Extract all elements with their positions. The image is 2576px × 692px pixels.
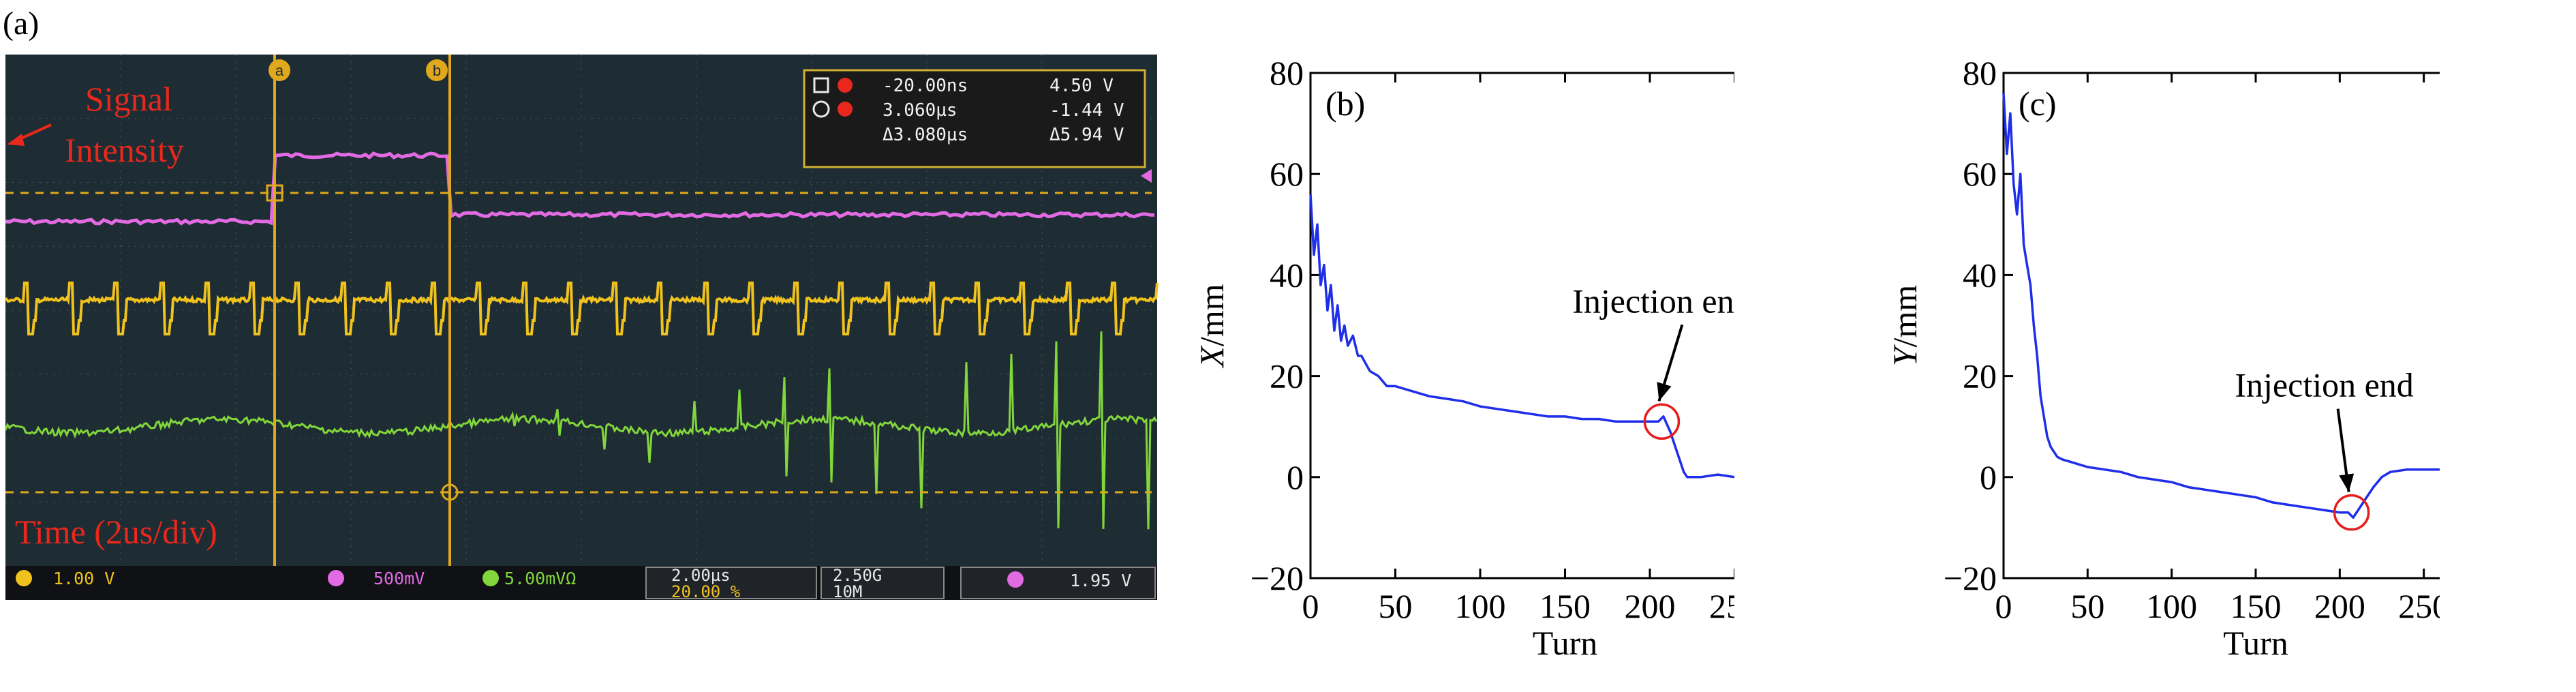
- ch2-level-marker: [1141, 169, 1152, 183]
- x-axis-label: Turn: [1533, 624, 1597, 662]
- cursor-a-marker: [266, 184, 283, 202]
- cursor-a-handle-label: a: [275, 62, 284, 79]
- ch1-scale: 1.00 V: [53, 569, 114, 588]
- x-tick-label: 50: [1379, 587, 1413, 625]
- yellow-trace: [4, 282, 1159, 335]
- y-tick-label: −20: [1944, 559, 1997, 597]
- y-tick-label: 0: [1980, 458, 1997, 496]
- cursor-b-marker: [441, 483, 459, 501]
- x-tick-label: 250: [1709, 587, 1734, 625]
- readout-row3-volt: Δ5.94 V: [1049, 125, 1124, 145]
- y-tick-label: 80: [1963, 54, 1997, 92]
- acquisition-box[interactable]: [821, 567, 945, 599]
- injection-end-marker: [1643, 403, 1681, 440]
- y-axis-label: Y/mm: [1888, 285, 1924, 367]
- x-tick-label: 100: [1455, 587, 1506, 625]
- y-tick-label: 40: [1963, 256, 1997, 294]
- cursor-b-handle-label: b: [433, 62, 441, 79]
- injection-end-arrowhead: [1657, 382, 1672, 402]
- ch2-badge: [328, 570, 344, 586]
- x-tick-label: 0: [1995, 587, 2012, 625]
- cursor-b-readout-icon: [812, 100, 830, 118]
- x-axis-label: Turn: [2223, 624, 2288, 662]
- y-tick-label: 40: [1270, 256, 1304, 294]
- panel-label: (c): [2019, 85, 2057, 123]
- readout-row2-time: 3.060µs: [883, 100, 957, 121]
- readout-row2-volt: -1.44 V: [1049, 100, 1124, 121]
- y-tick-label: −20: [1251, 559, 1304, 597]
- series-line-0: [1309, 194, 1734, 479]
- cursor-a-readout-icon: [813, 77, 829, 93]
- panel-a-label: (a): [3, 5, 39, 42]
- y-tick-label: 20: [1270, 357, 1304, 395]
- plot-frame: [1309, 72, 1734, 580]
- ch3-badge: [482, 570, 499, 586]
- chart-x-position: 050100150200250300−20020406080TurnX/mm(b…: [1193, 54, 1734, 662]
- cursor-readout-box: [803, 69, 1146, 168]
- trigger-level: 1.95 V: [1070, 571, 1131, 590]
- injection-end-marker: [2333, 494, 2370, 531]
- signal-intensity-label-line2: Intensity: [65, 131, 184, 169]
- scope-grid: [5, 55, 1157, 566]
- x-tick-label: 0: [1302, 587, 1319, 625]
- signal-intensity-label-line1: Signal: [85, 80, 172, 118]
- cursor-a-handle[interactable]: [269, 59, 290, 81]
- cursor-b-handle[interactable]: [426, 59, 448, 81]
- chart-y-position: 050100150200250300−20020406080TurnY/mm(c…: [1888, 54, 2440, 662]
- magenta-trace: [5, 151, 1155, 226]
- time-axis-label: Time (2us/div): [15, 513, 217, 551]
- x-tick-label: 200: [2314, 587, 2365, 625]
- timebase-value: 2.00µs: [671, 566, 731, 585]
- x-tick-label: 50: [2070, 587, 2104, 625]
- timebase-box[interactable]: [645, 567, 817, 599]
- x-tick-label: 100: [2146, 587, 2197, 625]
- injection-end-label: Injection end: [2235, 366, 2413, 404]
- y-tick-label: 60: [1963, 155, 1997, 193]
- sample-rate: 2.50G: [833, 566, 882, 585]
- injection-end-arrowhead: [2339, 473, 2355, 492]
- trigger-source-badge: [1007, 571, 1024, 588]
- y-tick-label: 80: [1270, 54, 1304, 92]
- y-tick-label: 0: [1287, 458, 1304, 496]
- ch2-scale: 500mV: [373, 569, 425, 588]
- cursor-b-readout-badge: [838, 102, 853, 117]
- readout-row3-time: Δ3.080µs: [883, 125, 968, 145]
- y-tick-label: 60: [1270, 155, 1304, 193]
- signal-arrow-head: [7, 134, 25, 146]
- readout-row1-volt: 4.50 V: [1049, 76, 1114, 96]
- panel-label: (b): [1325, 85, 1365, 123]
- green-trace: [4, 331, 1158, 530]
- x-tick-label: 150: [1539, 587, 1591, 625]
- trigger-box[interactable]: [960, 567, 1156, 599]
- plot-frame: [2002, 72, 2440, 580]
- x-tick-label: 200: [1625, 587, 1676, 625]
- cursor-a-readout-badge: [838, 78, 853, 93]
- y-tick-label: 20: [1963, 357, 1997, 395]
- trigger-position: 20.00 %: [671, 582, 741, 601]
- record-length: 10M: [833, 582, 862, 601]
- ch1-badge: [16, 570, 32, 586]
- ch3-scale: 5.00mVΩ: [504, 569, 576, 588]
- y-axis-label: X/mm: [1193, 284, 1231, 368]
- x-tick-label: 250: [2398, 587, 2440, 625]
- x-tick-label: 150: [2230, 587, 2282, 625]
- series-line-0: [2002, 93, 2440, 519]
- readout-row1-time: -20.00ns: [883, 76, 968, 96]
- injection-end-label: Injection end: [1572, 282, 1734, 320]
